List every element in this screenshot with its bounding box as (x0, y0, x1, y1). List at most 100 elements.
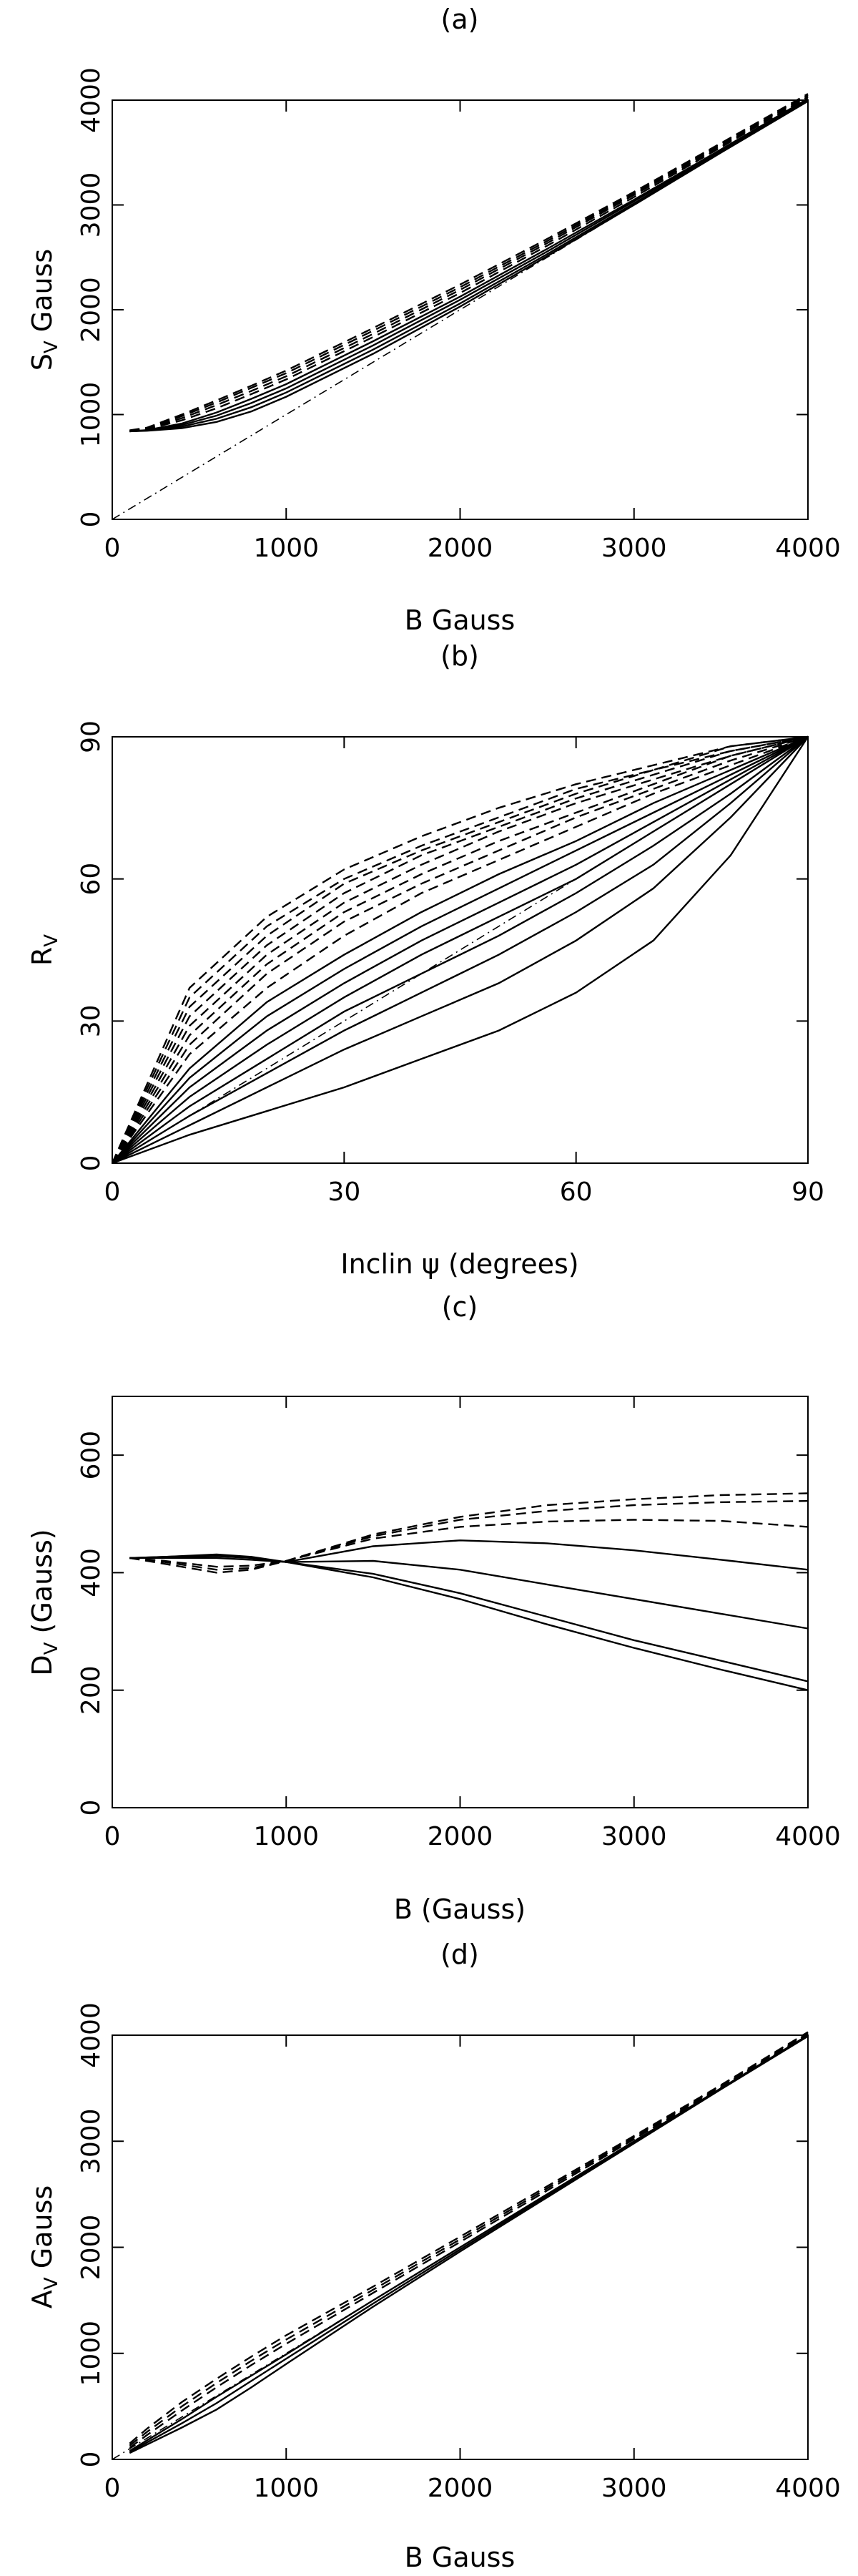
panel-b-series-dashed-8 (111, 735, 809, 1164)
panel-c-frame (112, 1396, 809, 1808)
panel-c-series-solid-2 (129, 1555, 809, 1630)
panel-c-series-dashed-3 (129, 1519, 809, 1574)
panel-b-series-dashed-6 (111, 735, 809, 1164)
panel-b-lines (111, 735, 809, 1165)
panel-c-x-ticks: 0 1000 2000 3000 4000 (104, 1396, 841, 1851)
panel-a-y-axis-title: SV Gauss (26, 249, 62, 371)
panel-d-x-tick-label: 0 (104, 2474, 121, 2503)
panel-a-x-ticks: 0 1000 2000 3000 4000 (104, 100, 841, 563)
panel-b-series-solid-5 (112, 735, 809, 1164)
panel-a-series-solid-2 (129, 99, 809, 433)
panel-c-tag: (c) (442, 1291, 478, 1323)
panel-a-series-dashed-4 (129, 93, 809, 431)
panel-a-series-solid-1 (129, 100, 809, 433)
panel-c-series-dashed-1 (129, 1492, 809, 1568)
panel-c: (c) 0 1000 2000 3000 4000 0 200 400 600 B (Gaus… (26, 1291, 841, 1925)
panel-a-series-solid-4 (129, 97, 809, 433)
panel-c-x-tick-label: 3000 (601, 1822, 667, 1851)
panel-a-x-tick-label: 3000 (601, 534, 667, 563)
panel-b-series-solid-2 (112, 736, 809, 1165)
panel-b: (b) 0 30 60 90 0 30 60 90 Inclin ψ (degrees) R… (26, 640, 824, 1280)
panel-a-y-axis-subscript: V (41, 341, 62, 353)
panel-d-x-tick-label: 3000 (601, 2474, 667, 2503)
panel-d-series-solid-3 (129, 2034, 809, 2452)
panel-b-x-tick-label: 90 (792, 1177, 824, 1207)
panel-b-frame (112, 736, 809, 1164)
panel-b-series-dashed-1 (112, 735, 809, 1164)
panel-b-x-axis-title: Inclin ψ (degrees) (340, 1248, 578, 1280)
panel-b-y-tick-label: 30 (77, 1004, 106, 1037)
panel-a-series-reference (112, 99, 809, 520)
panel-c-series-solid-1 (129, 1539, 809, 1571)
panel-c-x-tick-label: 1000 (253, 1822, 319, 1851)
panel-a-series-solid-3 (129, 98, 809, 433)
panel-b-y-tick-label: 60 (77, 863, 106, 896)
panel-b-x-tick-label: 60 (560, 1177, 593, 1207)
panel-c-series-dashed-2 (129, 1500, 809, 1571)
panel-c-y-ticks: 0 200 400 600 (77, 1431, 808, 1816)
panel-c-y-axis-symbol: D (26, 1655, 58, 1675)
panel-a-y-axis-symbol: S (26, 353, 58, 371)
panel-a-series-dashed-1 (129, 96, 809, 432)
panel-d-series-reference (112, 2034, 809, 2460)
panel-d-y-tick-label: 0 (77, 2452, 106, 2468)
panel-c-x-tick-label: 2000 (428, 1822, 493, 1851)
panel-d-lines (112, 2031, 809, 2460)
panel-b-series-solid-4 (112, 736, 809, 1164)
panel-b-x-tick-label: 0 (104, 1177, 121, 1207)
panel-b-y-tick-label: 90 (77, 720, 106, 753)
panel-b-y-ticks: 0 30 60 90 (77, 720, 808, 1171)
panel-a-series-dashed-2 (129, 95, 809, 432)
panel-b-series-dashed-3 (111, 735, 809, 1164)
panel-d-series-dashed-2 (129, 2032, 809, 2447)
panel-d-x-tick-label: 2000 (428, 2474, 493, 2503)
panel-a-tag: (a) (441, 4, 479, 35)
panel-c-x-tick-label: 0 (104, 1822, 121, 1851)
panel-a-y-tick-label: 4000 (77, 67, 106, 133)
panel-d-y-tick-label: 4000 (77, 2002, 106, 2068)
panel-b-series-solid-1 (112, 736, 809, 1165)
panel-c-lines (129, 1492, 809, 1691)
panel-c-y-tick-label: 200 (77, 1665, 106, 1715)
panel-b-series-solid-8 (112, 735, 809, 1164)
panel-c-y-tick-label: 600 (77, 1431, 106, 1480)
panel-a-y-tick-label: 3000 (77, 172, 106, 238)
panel-b-series-solid-3 (112, 736, 809, 1165)
panel-d-y-tick-label: 1000 (77, 2321, 106, 2386)
panel-d-y-ticks: 0 1000 2000 3000 4000 (77, 2002, 808, 2467)
panel-d-x-axis-title: B Gauss (405, 2542, 516, 2573)
panel-a-x-tick-label: 0 (104, 534, 121, 563)
panel-b-y-axis-subscript: V (41, 934, 62, 947)
panel-b-y-tick-label: 0 (77, 1155, 106, 1172)
panel-d-y-tick-label: 2000 (77, 2215, 106, 2281)
panel-d-x-tick-label: 1000 (253, 2474, 319, 2503)
panel-b-series-dashed-7 (111, 735, 809, 1164)
panel-d-series-dashed-1 (129, 2033, 809, 2449)
panel-d-series-dashed-3 (129, 2031, 809, 2444)
panel-d-x-tick-label: 4000 (775, 2474, 841, 2503)
panel-b-y-axis-title: RV (26, 934, 62, 966)
panel-d-y-axis-unit: Gauss (26, 2185, 58, 2278)
panel-a-x-tick-label: 4000 (775, 534, 841, 563)
panel-d-x-ticks: 0 1000 2000 3000 4000 (104, 2035, 841, 2503)
panel-c-series-solid-4 (129, 1553, 809, 1691)
panel-c-x-tick-label: 4000 (775, 1822, 841, 1851)
panel-c-series-solid-3 (129, 1554, 809, 1683)
panel-c-y-tick-label: 400 (77, 1548, 106, 1597)
panel-a-y-tick-label: 2000 (77, 277, 106, 343)
panel-b-series-dashed-4 (111, 735, 809, 1164)
panel-c-y-axis-unit: (Gauss) (26, 1529, 58, 1642)
panel-d-y-tick-label: 3000 (77, 2108, 106, 2174)
panel-d: (d) 0 1000 2000 3000 4000 01000200030004000 … (26, 1939, 841, 2573)
panel-d-y-axis-title: AV Gauss (26, 2185, 62, 2308)
panel-c-x-axis-title: B (Gauss) (394, 1894, 526, 1925)
panel-c-y-axis-title: DV (Gauss) (26, 1529, 62, 1675)
panel-a-y-tick-label: 1000 (77, 382, 106, 448)
panel-a-x-tick-label: 2000 (428, 534, 493, 563)
panel-a-x-axis-title: B Gauss (405, 604, 516, 636)
panel-a-y-axis-unit: Gauss (26, 249, 58, 341)
panel-a-x-tick-label: 1000 (253, 534, 319, 563)
panel-b-y-axis-symbol: R (26, 947, 58, 966)
panel-d-y-axis-subscript: V (41, 2277, 62, 2290)
